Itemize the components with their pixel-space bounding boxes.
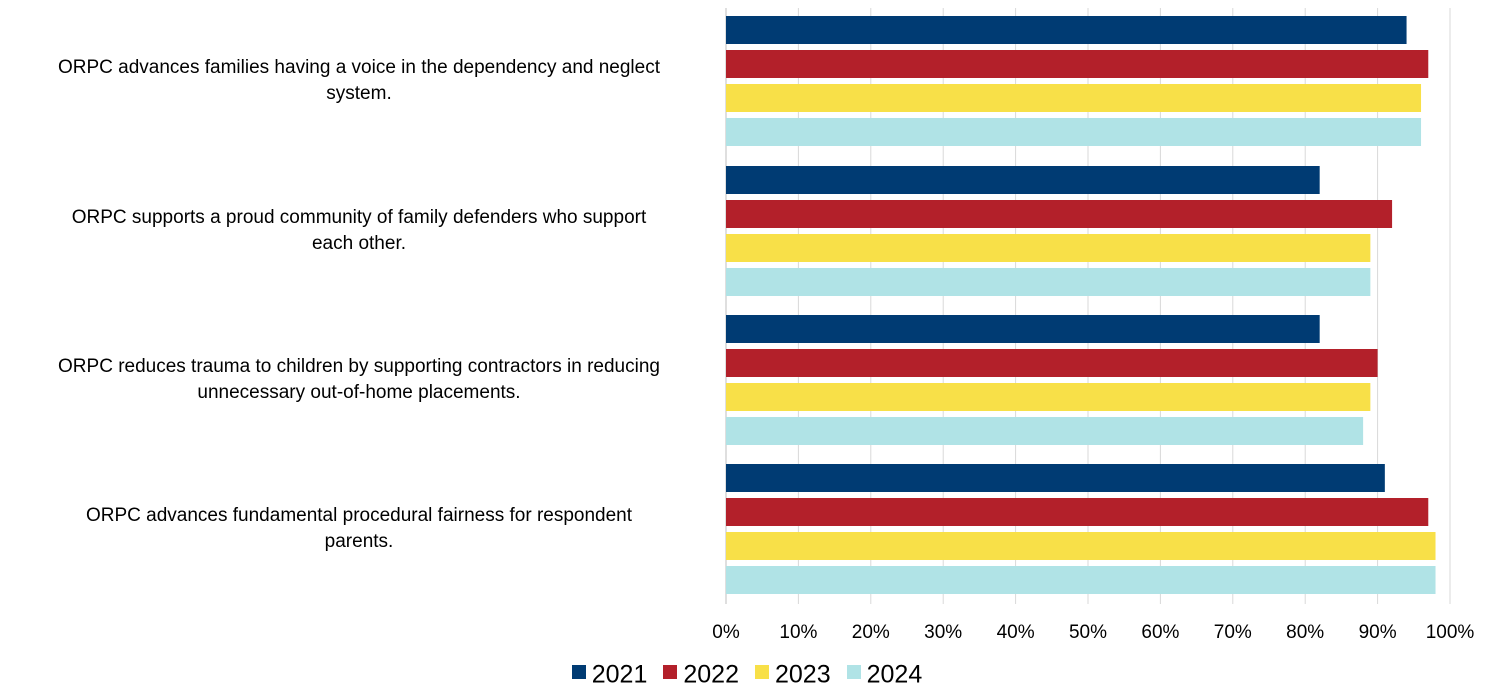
bar-2023-category-2 [726,234,1371,262]
legend-swatch [755,665,769,680]
bar-2023-category-1 [726,84,1422,112]
bar-2021-category-4 [726,464,1385,492]
bars [726,16,1436,594]
x-tick-label: 100% [1426,622,1475,643]
category-label: ORPC advances fundamental procedural fai… [4,503,714,555]
category-label-line: ORPC advances families having a voice in… [57,57,661,78]
x-tick-label: 20% [852,622,890,643]
bar-2022-category-2 [726,200,1393,228]
category-label-line: parents. [324,531,394,552]
x-tick-label: 40% [997,622,1035,643]
legend-label: 2023 [775,660,831,689]
x-tick-label: 70% [1214,622,1252,643]
x-tick-label: 60% [1141,622,1179,643]
legend-swatch [663,665,678,680]
category-label-line: ORPC advances fundamental procedural fai… [85,505,633,526]
legend-label: 2024 [866,660,923,689]
category-label: ORPC reduces trauma to children by suppo… [4,354,714,406]
legend-label: 2022 [683,660,739,689]
category-label-line: unnecessary out-of-home placements. [197,382,521,403]
bar-2022-category-1 [726,50,1429,78]
bar-2022-category-4 [726,498,1429,526]
legend-item-2021: 2021 [571,658,648,689]
bar-2024-category-2 [726,268,1371,296]
x-tick-label: 80% [1286,622,1324,643]
category-label: ORPC supports a proud community of famil… [4,205,714,257]
category-label-line: each other. [311,233,407,254]
category-label-line: system. [326,83,392,104]
bar-2024-category-3 [726,417,1364,445]
legend-item-2022: 2022 [663,658,739,689]
category-label-line: ORPC reduces trauma to children by suppo… [58,356,660,377]
x-tick-label: 10% [779,622,817,643]
legend: 2021 2022 2023 2024 [0,658,1494,689]
bar-2022-category-3 [726,349,1378,377]
x-tick-label: 30% [924,622,962,643]
legend-item-2023: 2023 [755,658,831,689]
bar-2021-category-2 [726,166,1320,194]
x-tick-label: 50% [1069,622,1107,643]
bar-2024-category-4 [726,566,1436,594]
category-label: ORPC advances families having a voice in… [4,55,714,107]
legend-label: 2021 [591,660,648,689]
category-label-line: ORPC supports a proud community of famil… [71,207,647,228]
legend-item-2024: 2024 [846,658,923,689]
x-tick-label: 0% [712,622,740,643]
bar-2023-category-4 [726,532,1436,560]
bar-2021-category-3 [726,315,1320,343]
bar-2023-category-3 [726,383,1371,411]
legend-swatch [846,665,861,680]
x-tick-label: 90% [1359,622,1397,643]
x-axis: 0% 10% 20% 30% 40% 50% 60% 70% 80% 90% 100% [712,622,1474,643]
bar-2021-category-1 [726,16,1407,44]
legend-swatch [571,665,586,680]
bar-2024-category-1 [726,118,1422,146]
